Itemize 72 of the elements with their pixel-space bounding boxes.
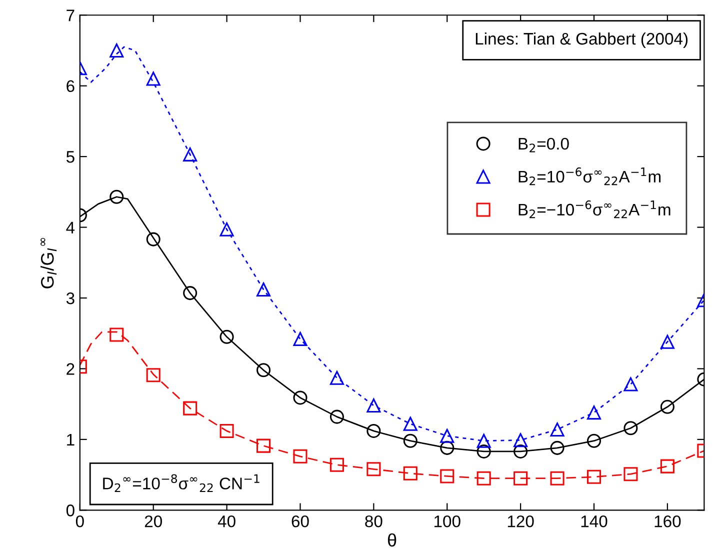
point: [550, 471, 564, 486]
point: [514, 444, 528, 458]
point: [110, 328, 124, 342]
y-tick-label: 0: [66, 504, 74, 516]
point: [330, 410, 344, 424]
y-tick-label: 3: [66, 292, 74, 304]
point: [660, 459, 674, 474]
point: [183, 147, 198, 162]
point: [440, 469, 454, 484]
x-tick-label: 20: [144, 515, 162, 528]
text: D$_{2}$$^{∞}$=10$^{−8}$σ$^{∞}$$_{22}$ CN$^{−1}$: [103, 474, 260, 492]
point: [440, 428, 454, 443]
x-tick-label: 80: [365, 515, 382, 528]
point: [476, 434, 491, 448]
y-tick-label: 5: [66, 151, 74, 163]
point: [220, 222, 234, 236]
point: [293, 332, 308, 346]
y-axis-title: G$_{I}$/G$_{I}$$^{∞}$: [40, 238, 57, 288]
point: [403, 466, 418, 480]
point: [220, 330, 234, 344]
point: [514, 433, 528, 448]
point: [256, 363, 271, 378]
point: [366, 398, 381, 413]
point: [366, 462, 381, 476]
point: [256, 282, 271, 297]
y-tick-label: 4: [66, 222, 75, 234]
text: B$_{2}$=−10$^{−6}$σ$^{∞}$$_{22}$A$^{−1}$m: [518, 200, 670, 218]
point: [476, 471, 491, 486]
point: [586, 470, 602, 484]
point: [366, 424, 381, 438]
x-tick-label: 160: [654, 515, 681, 528]
point: [256, 438, 271, 453]
y-tick-label: 6: [66, 80, 74, 92]
x-tick-label: 60: [292, 515, 309, 528]
point: [514, 471, 528, 486]
x-axis-title: θ: [388, 533, 396, 547]
point: [586, 434, 602, 448]
point: [476, 444, 491, 458]
annotation: Lines: Tian & Gabbert (2004): [476, 32, 688, 48]
point: [586, 406, 602, 420]
point: [624, 377, 638, 392]
point: [330, 458, 344, 472]
point: [403, 416, 418, 431]
y-tick-label: 2: [66, 363, 74, 375]
point: [550, 422, 564, 437]
text: B$_{2}$=10$^{−6}$σ$^{∞}$$_{22}$A$^{−1}$m: [518, 167, 660, 186]
point: [146, 232, 160, 246]
point: [183, 286, 198, 300]
y-tick-label: 1: [67, 434, 74, 446]
point: [660, 334, 674, 349]
point: [146, 368, 160, 382]
point: [440, 440, 454, 455]
x-tick-label: 140: [581, 515, 608, 528]
point: [403, 434, 418, 448]
point: [660, 400, 674, 414]
legend-label: B$_{2}$=0.0: [518, 138, 569, 152]
x-tick-label: 120: [508, 515, 534, 528]
point: [183, 401, 198, 416]
point: [624, 421, 638, 436]
point: [220, 424, 234, 438]
y-tick-label: 7: [66, 10, 74, 22]
x-tick-label: 0: [76, 515, 84, 528]
point: [110, 43, 124, 58]
x-tick-label: 40: [218, 515, 236, 528]
point: [550, 440, 564, 455]
point: [146, 72, 160, 86]
point: [330, 370, 344, 385]
point: [293, 449, 308, 464]
x-tick-label: 100: [434, 515, 460, 528]
point: [110, 190, 124, 204]
point: [624, 467, 638, 482]
point: [293, 390, 308, 405]
